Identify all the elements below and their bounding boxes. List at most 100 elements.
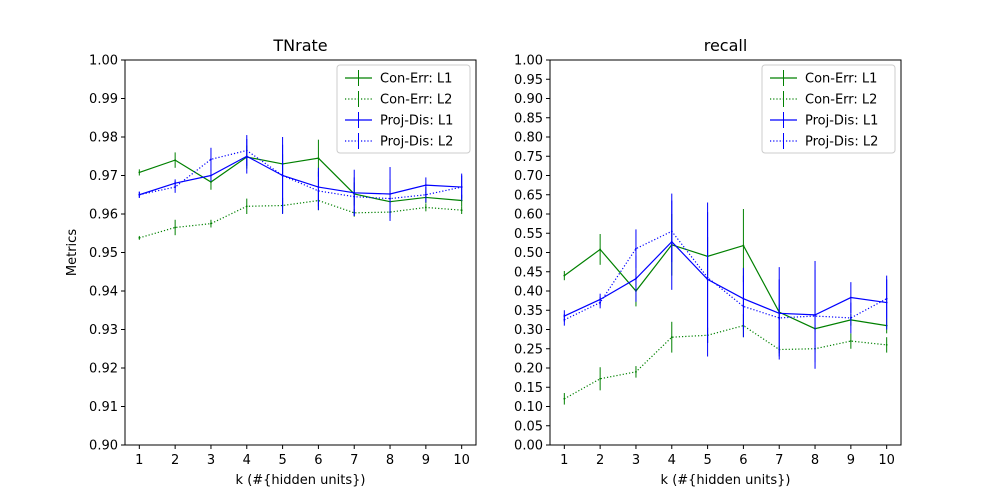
- y-tick-label: 0.99: [89, 92, 118, 107]
- x-tick-label: 5: [703, 453, 711, 468]
- data-point: [635, 370, 637, 373]
- series-line: [564, 240, 887, 317]
- y-tick-label: 0.91: [89, 400, 118, 415]
- series-line: [563, 244, 887, 330]
- chart-title: recall: [704, 36, 748, 55]
- chart-panel-2: recall 1 2 3 4 5 6 7 8 9 10 0.00 0.05 0.10 0.15 0.20 0.2…: [514, 36, 902, 488]
- x-tick-label: 10: [453, 453, 470, 468]
- data-point: [174, 159, 177, 162]
- legend-label: Con-Err: L2: [805, 93, 877, 108]
- data-point: [353, 195, 356, 198]
- data-point: [174, 226, 177, 229]
- chart-panel-1: TNrate 1 2 3 4 5 6 7 8 9 10 0.90 0.91 0.92 0.93 0.94 0.9…: [65, 36, 477, 488]
- data-point: [563, 397, 566, 400]
- x-tick-label: 9: [847, 453, 855, 468]
- y-tick-label: 0.92: [89, 362, 118, 377]
- y-tick-label: 0.60: [514, 208, 543, 223]
- y-tick-label: 0.95: [514, 73, 543, 88]
- x-tick-label: 1: [560, 453, 568, 468]
- data-point: [742, 305, 745, 308]
- legend-item: Con-Err: L2: [345, 91, 452, 108]
- legend: Con-Err: L1 Con-Err: L2 Proj-Dis: L1 Proj-D…: [761, 64, 896, 154]
- y-axis-title: Metrics: [65, 229, 80, 276]
- legend-label: Proj-Dis: L1: [380, 114, 453, 129]
- legend-label: Proj-Dis: L2: [805, 135, 878, 150]
- y-tick-label: 0.96: [89, 208, 118, 223]
- x-tick-label: 6: [739, 453, 747, 468]
- y-tick-label: 1.00: [514, 54, 543, 69]
- y-tick-label: 0.20: [514, 362, 543, 377]
- y-tick-label: 0.90: [514, 92, 543, 107]
- data-point: [210, 174, 212, 177]
- data-point: [563, 274, 566, 277]
- x-tick-label: 9: [422, 453, 430, 468]
- data-point: [599, 301, 602, 304]
- series-line: [139, 155, 462, 196]
- data-point: [706, 276, 709, 279]
- x-tick-label: 10: [878, 453, 895, 468]
- y-tick-label: 0.93: [89, 323, 118, 338]
- y-tick-label: 0.75: [514, 150, 543, 165]
- data-point: [460, 186, 463, 188]
- x-tick-label: 1: [135, 453, 143, 468]
- data-point: [210, 158, 212, 161]
- data-point: [174, 186, 177, 188]
- legend-item: Proj-Dis: L1: [770, 112, 878, 129]
- data-point: [849, 317, 852, 319]
- y-tick-label: 0.45: [514, 265, 543, 280]
- legend-item: Proj-Dis: L2: [345, 133, 453, 150]
- series-proj-dis-l1: [563, 193, 888, 369]
- data-point: [599, 377, 602, 380]
- legend-item: Con-Err: L2: [770, 91, 877, 108]
- data-point: [460, 209, 463, 212]
- data-point: [210, 222, 212, 225]
- series-line: [139, 149, 462, 200]
- series-line: [139, 199, 462, 239]
- data-point: [210, 181, 212, 183]
- x-tick-label: 7: [350, 453, 358, 468]
- legend-box: [761, 64, 896, 154]
- y-tick-label: 0.80: [514, 131, 543, 146]
- data-point: [885, 344, 888, 346]
- data-point: [849, 296, 852, 299]
- data-point: [670, 230, 673, 233]
- x-tick-label: 3: [207, 453, 215, 468]
- y-tick-label: 0.25: [514, 342, 543, 357]
- data-point: [885, 297, 888, 300]
- legend-item: Proj-Dis: L2: [770, 133, 878, 150]
- x-tick-label: 8: [386, 453, 394, 468]
- legend-item: Con-Err: L1: [345, 70, 452, 87]
- data-point: [635, 277, 637, 280]
- y-tick-label: 0.97: [89, 169, 118, 184]
- data-point: [635, 247, 637, 250]
- x-tick-label: 4: [243, 453, 251, 468]
- x-axis-title: k (#{hidden units}): [236, 473, 366, 488]
- data-point: [138, 193, 141, 196]
- x-tick-label: 3: [632, 453, 640, 468]
- y-tick-label: 0.55: [514, 227, 543, 242]
- x-tick-label: 4: [668, 453, 676, 468]
- data-point: [389, 197, 391, 200]
- data-point: [849, 340, 852, 342]
- legend-box: [336, 64, 471, 154]
- data-point: [281, 174, 284, 177]
- legend-item: Con-Err: L1: [770, 70, 877, 87]
- data-point: [317, 157, 320, 160]
- y-tick-label: 0.40: [514, 285, 543, 300]
- legend-label: Proj-Dis: L1: [805, 114, 878, 129]
- y-tick-label: 0.35: [514, 304, 543, 319]
- data-point: [138, 236, 141, 239]
- legend: Con-Err: L1 Con-Err: L2 Proj-Dis: L1 Proj-D…: [336, 64, 471, 154]
- legend-label: Con-Err: L1: [380, 72, 452, 87]
- y-tick-label: 0.30: [514, 323, 543, 338]
- y-tick-label: 0.85: [514, 111, 543, 126]
- data-point: [778, 317, 781, 319]
- series-line: [564, 230, 887, 321]
- x-tick-label: 2: [171, 453, 179, 468]
- y-tick-label: 0.05: [514, 419, 543, 434]
- x-tick-label: 2: [596, 453, 604, 468]
- data-point: [814, 315, 816, 317]
- legend-label: Con-Err: L1: [805, 72, 877, 87]
- data-point: [424, 206, 427, 209]
